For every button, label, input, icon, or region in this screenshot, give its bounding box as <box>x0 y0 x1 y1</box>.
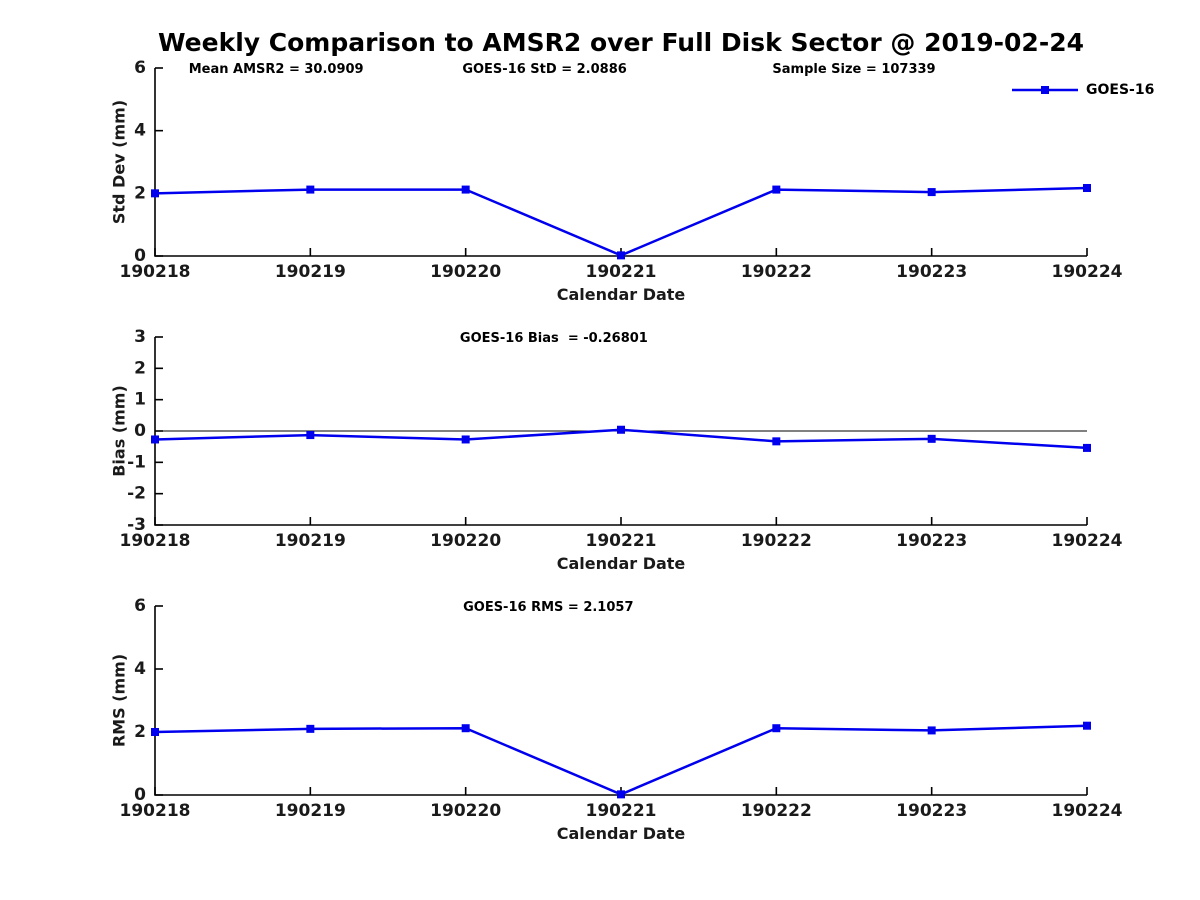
data-marker <box>617 251 625 260</box>
data-marker <box>772 437 781 446</box>
x-tick-label: 190221 <box>586 531 657 551</box>
data-marker <box>1083 443 1091 452</box>
axis-lines <box>154 68 1087 257</box>
legend: GOES-16 <box>1012 82 1154 98</box>
y-tick-label: 3 <box>134 327 146 347</box>
data-marker <box>151 435 159 444</box>
x-tick-label: 190218 <box>120 531 191 551</box>
x-tick-label: 190222 <box>741 262 812 282</box>
x-axis-label: Calendar Date <box>557 824 686 843</box>
data-marker <box>461 185 470 194</box>
y-tick-label: 0 <box>134 421 146 441</box>
x-tick-label: 190223 <box>896 531 967 551</box>
legend-line-sample <box>1012 86 1078 94</box>
legend-marker-icon <box>1041 86 1049 94</box>
annotation: GOES-16 StD = 2.0886 <box>462 62 626 77</box>
y-tick-label: 4 <box>134 121 146 141</box>
x-tick-label: 190221 <box>586 262 657 282</box>
data-marker <box>306 431 315 440</box>
data-marker <box>151 189 159 198</box>
y-tick-label: 0 <box>134 246 146 266</box>
x-tick-label: 190220 <box>430 801 501 821</box>
x-tick-label: 190218 <box>120 262 191 282</box>
x-tick-label: 190222 <box>741 801 812 821</box>
y-axis-label: RMS (mm) <box>110 654 129 747</box>
x-tick-label: 190223 <box>896 801 967 821</box>
data-marker <box>617 425 625 434</box>
x-tick-label: 190218 <box>120 801 191 821</box>
x-tick-label: 190222 <box>741 531 812 551</box>
x-axis-label: Calendar Date <box>557 554 686 573</box>
data-marker <box>151 728 159 736</box>
annotation: GOES-16 Bias = -0.26801 <box>460 331 648 346</box>
data-marker <box>927 726 936 735</box>
legend-label: GOES-16 <box>1086 82 1155 98</box>
series-line <box>154 186 1088 257</box>
x-tick-label: 190221 <box>586 801 657 821</box>
data-marker <box>1083 184 1091 193</box>
data-marker <box>927 434 936 443</box>
x-tick-label: 190219 <box>275 801 346 821</box>
annotation: Mean AMSR2 = 30.0909 <box>189 62 364 77</box>
x-tick-label: 190220 <box>430 262 501 282</box>
y-tick-label: 6 <box>134 596 146 616</box>
figure-title: Weekly Comparison to AMSR2 over Full Dis… <box>157 28 1084 57</box>
data-marker <box>772 185 781 194</box>
x-tick-label: 190224 <box>1052 262 1123 282</box>
annotation: GOES-16 RMS = 2.1057 <box>463 600 633 615</box>
y-tick-label: 0 <box>134 785 146 805</box>
y-axis-label: Bias (mm) <box>110 385 129 477</box>
y-tick-label: -2 <box>127 484 146 504</box>
x-tick-label: 190224 <box>1052 801 1123 821</box>
y-tick-label: 2 <box>134 183 146 203</box>
data-marker <box>306 185 315 194</box>
x-tick-label: 190219 <box>275 531 346 551</box>
bias-chart: -3 -2 -1 0 1 2 3 190218 190219 190220 190221 190222… <box>110 327 1123 573</box>
y-tick-label: 6 <box>134 58 146 78</box>
y-tick-label: -1 <box>127 452 146 472</box>
y-tick-label: 1 <box>134 390 146 410</box>
data-marker <box>927 188 936 197</box>
data-marker <box>461 435 470 444</box>
series-line <box>154 724 1088 796</box>
data-marker <box>617 790 625 799</box>
y-tick-label: 2 <box>134 358 146 378</box>
std-dev-chart: 0 2 4 6 190218 190219 190220 190221 190222 190223… <box>110 58 1123 304</box>
x-tick-label: 190223 <box>896 262 967 282</box>
annotation: Sample Size = 107339 <box>772 62 935 77</box>
data-marker <box>306 724 315 733</box>
y-tick-label: 2 <box>134 722 146 742</box>
x-tick-label: 190220 <box>430 531 501 551</box>
y-tick-label: 4 <box>134 659 146 679</box>
data-marker <box>772 724 781 733</box>
data-marker <box>461 724 470 733</box>
y-tick-label: -3 <box>127 515 146 535</box>
y-axis-label: Std Dev (mm) <box>110 100 129 224</box>
x-axis-label: Calendar Date <box>557 285 686 304</box>
x-tick-label: 190219 <box>275 262 346 282</box>
rms-chart: 0 2 4 6 190218 190219 190220 190221 190222 190223… <box>110 596 1123 843</box>
axis-lines <box>154 606 1087 796</box>
x-tick-label: 190224 <box>1052 531 1123 551</box>
data-marker <box>1083 721 1091 730</box>
